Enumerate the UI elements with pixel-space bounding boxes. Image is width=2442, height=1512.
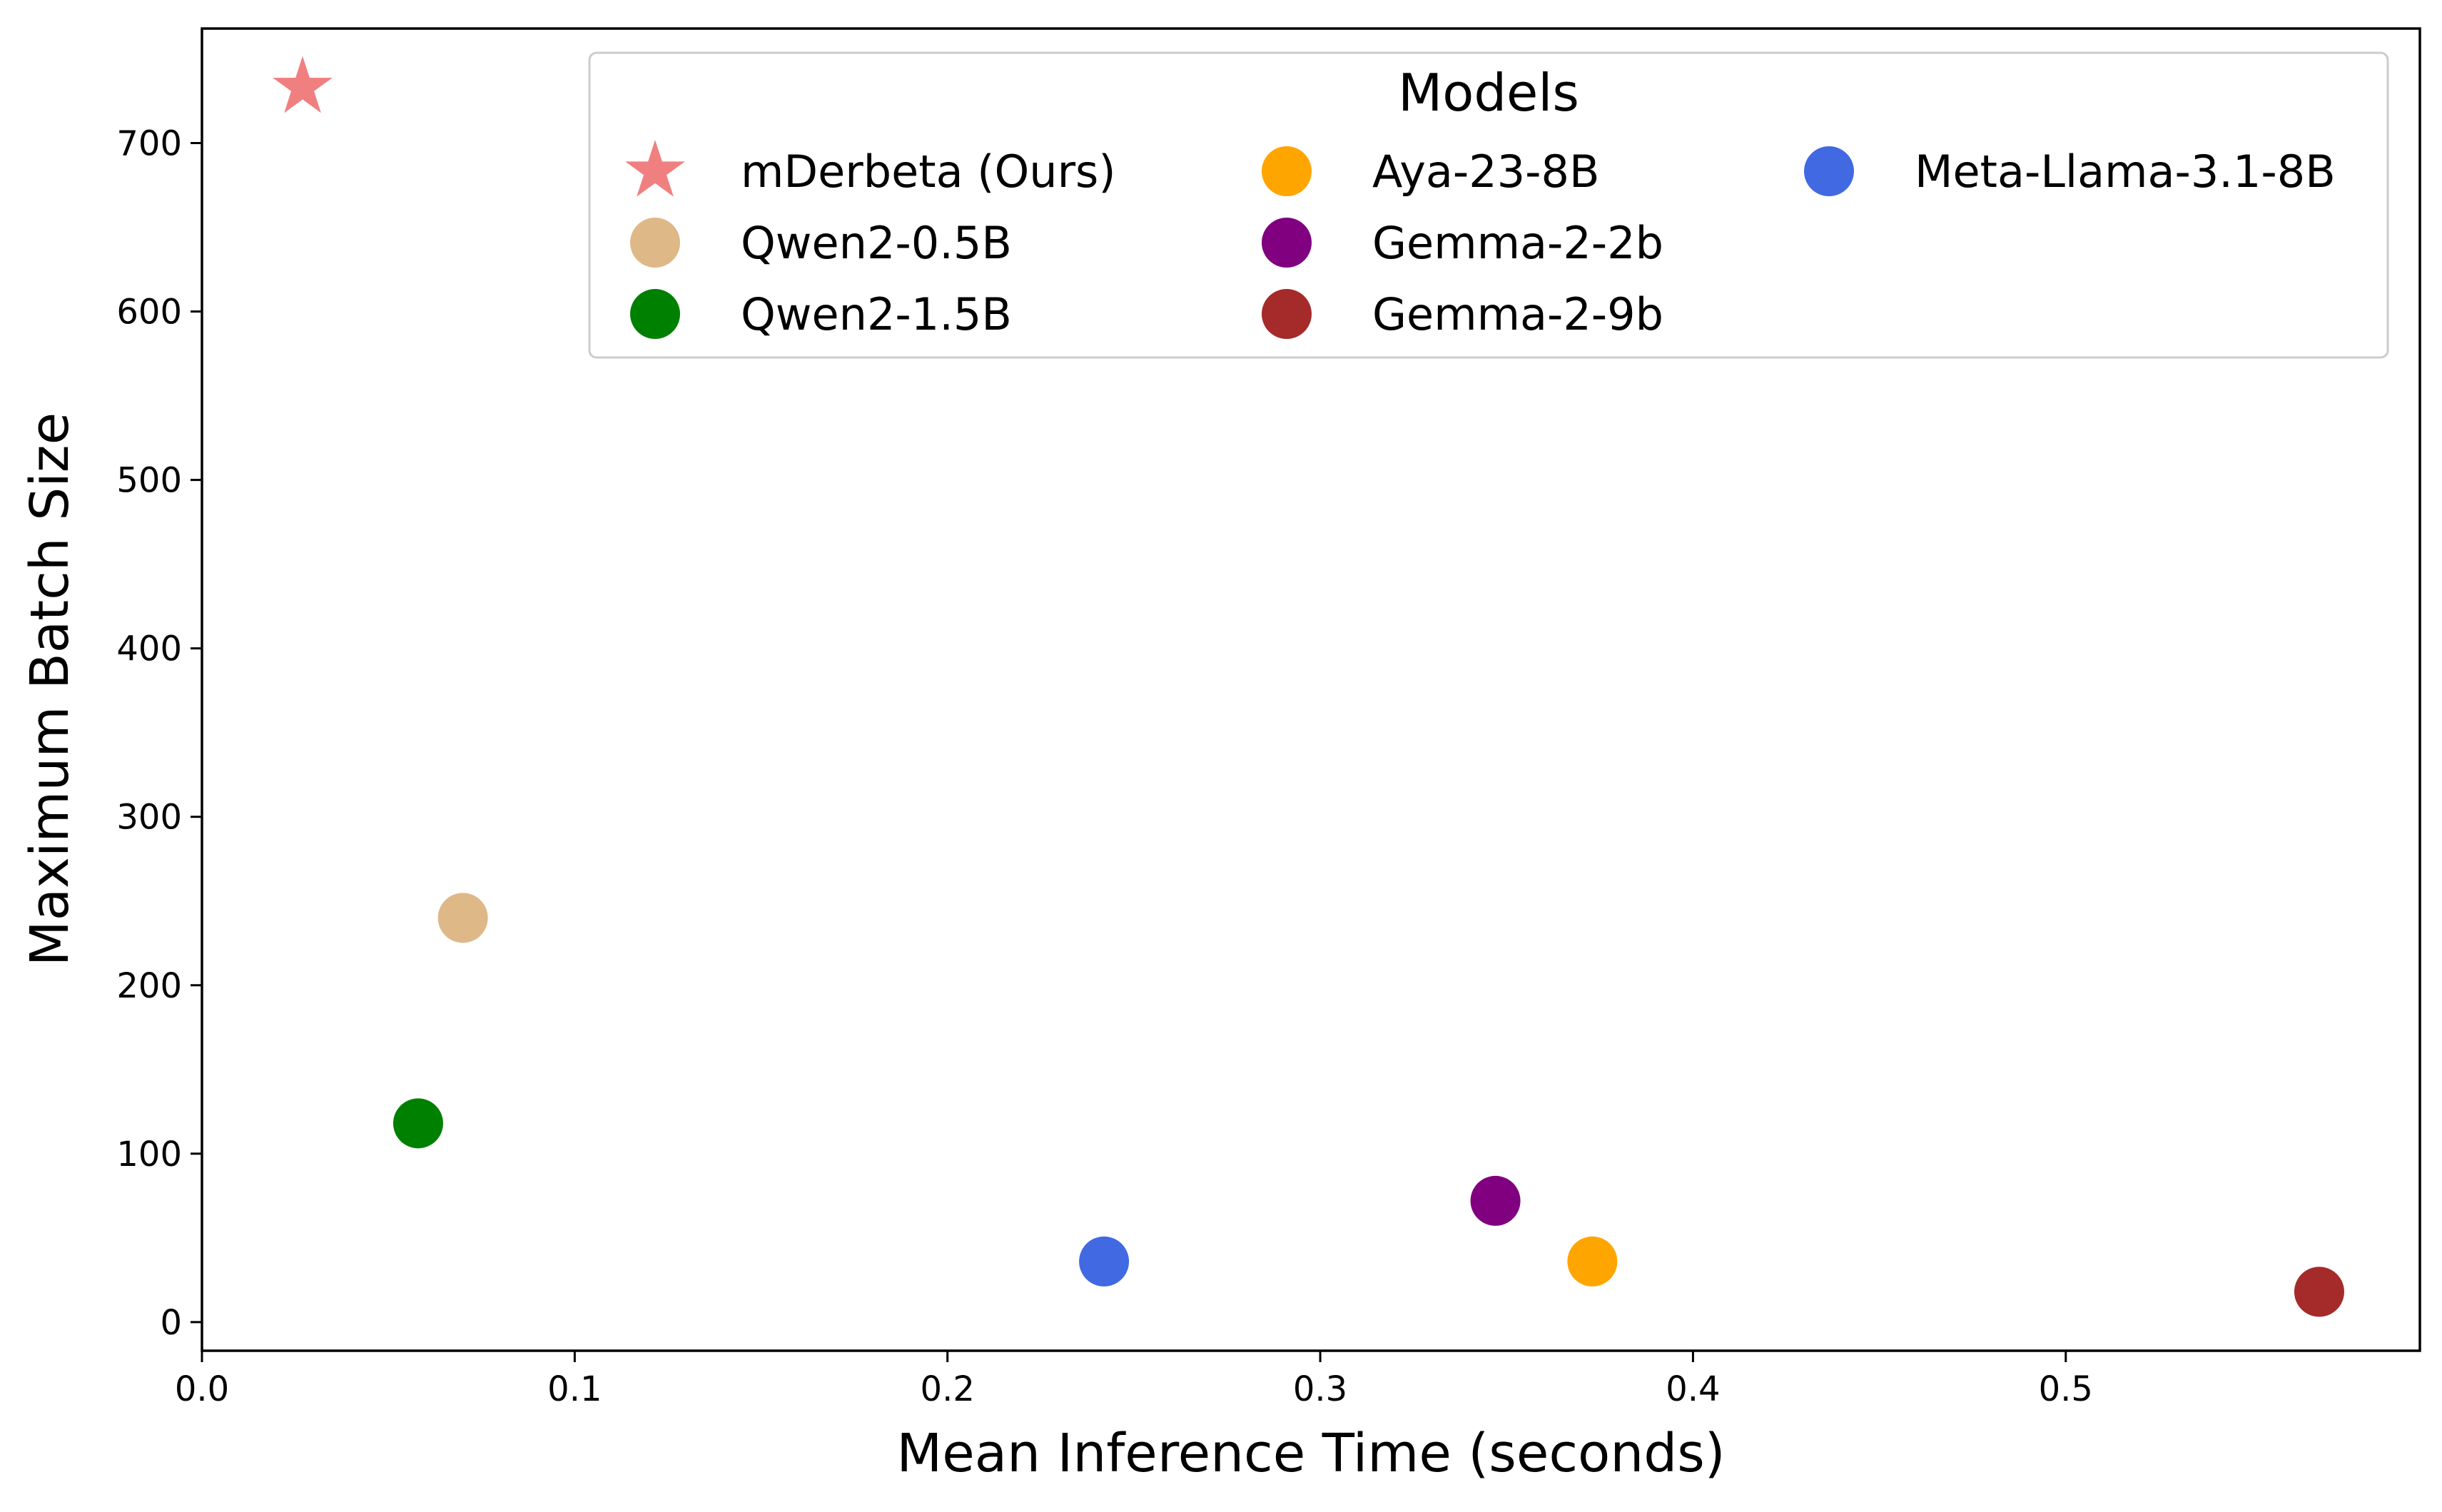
y-axis-label: Maximum Batch Size	[19, 412, 81, 966]
data-point-mderbeta-ours	[273, 56, 333, 113]
legend-marker-gemma-2-9b	[1262, 289, 1312, 339]
data-point-meta-llama-3-1-8b	[1079, 1236, 1130, 1287]
axis-ticks: 0.0 0.1 0.2 0.3 0.4 0.5 0 100 200 300 400 500 600 700	[116, 124, 2093, 1409]
y-tick-label: 700	[116, 124, 182, 164]
legend-label-gemma-2-9b: Gemma-2-9b	[1372, 288, 1663, 340]
legend-frame	[588, 51, 2389, 359]
x-tick-label: 0.2	[921, 1369, 975, 1409]
y-tick-label: 0	[160, 1303, 182, 1343]
y-tick-label: 300	[116, 798, 182, 838]
legend-label-qwen2-0-5b: Qwen2-0.5B	[741, 217, 1012, 269]
x-tick-label: 0.0	[175, 1369, 229, 1409]
legend-marker-gemma-2-2b	[1262, 218, 1312, 268]
legend-entries: mDerbeta (Ours) Qwen2-0.5B Qwen2-1.5B Aya-2…	[625, 140, 2336, 340]
data-points	[273, 56, 2344, 1317]
y-tick-label: 100	[116, 1135, 182, 1174]
legend-marker-aya-23-8b	[1262, 146, 1312, 196]
data-point-aya-23-8b	[1567, 1236, 1618, 1287]
data-point-qwen2-1-5b	[392, 1098, 443, 1149]
x-tick-label: 0.3	[1293, 1369, 1347, 1409]
legend-title: Models	[1398, 63, 1579, 123]
x-tick-label: 0.4	[1666, 1369, 1720, 1409]
y-tick-label: 400	[116, 629, 182, 669]
data-point-qwen2-0-5b	[437, 893, 488, 943]
data-point-gemma-2-2b	[1470, 1175, 1521, 1226]
legend: Models mDerbeta (Ours) Qwen2-0.5B Qwen2-1.…	[588, 51, 2389, 359]
legend-label-mderbeta-ours: mDerbeta (Ours)	[741, 146, 1116, 198]
legend-label-qwen2-1-5b: Qwen2-1.5B	[741, 288, 1012, 340]
legend-marker-qwen2-0-5b	[630, 218, 680, 268]
legend-marker-mderbeta-ours	[625, 140, 685, 197]
y-tick-label: 200	[116, 966, 182, 1006]
y-tick-label: 500	[116, 461, 182, 501]
x-tick-label: 0.1	[547, 1369, 602, 1409]
plot-frame	[201, 27, 2421, 1352]
legend-label-gemma-2-2b: Gemma-2-2b	[1372, 217, 1663, 269]
legend-marker-meta-llama-3-1-8b	[1804, 146, 1854, 196]
legend-label-aya-23-8b: Aya-23-8B	[1372, 146, 1600, 198]
legend-label-meta-llama-3-1-8b: Meta-Llama-3.1-8B	[1915, 146, 2336, 198]
y-tick-label: 600	[116, 293, 182, 333]
x-tick-label: 0.5	[2039, 1369, 2093, 1409]
x-axis-label: Mean Inference Time (seconds)	[896, 1423, 1725, 1484]
data-point-gemma-2-9b	[2294, 1267, 2344, 1317]
legend-marker-qwen2-1-5b	[630, 289, 680, 339]
